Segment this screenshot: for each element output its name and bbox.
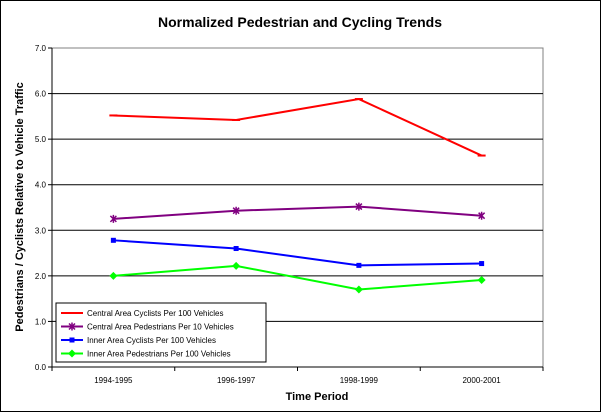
x-tick-label-0: 1994-1995 (94, 376, 133, 385)
series-3-point-1 (232, 261, 241, 270)
y-tick-label-6: 6.0 (35, 90, 47, 99)
series-2-point-3 (479, 261, 485, 267)
y-tick-label-5: 5.0 (35, 135, 47, 144)
y-tick-label-7: 7.0 (35, 44, 47, 53)
legend: Central Area Cyclists Per 100 Vehicles Ce… (55, 302, 267, 363)
series-1-point-2 (355, 202, 363, 211)
series-3-point-0 (109, 271, 118, 280)
series-line-3 (113, 264, 482, 291)
series-1-point-0 (109, 214, 117, 223)
legend-swatch-marker-2 (69, 337, 75, 343)
series-3-point-2 (354, 285, 363, 294)
legend-label-1: Central Area Pedestrians Per 10 Vehicles (87, 323, 234, 332)
series-line-2 (113, 239, 482, 267)
chart-title: Normalized Pedestrian and Cycling Trends (158, 14, 442, 30)
legend-box (55, 302, 267, 363)
x-tick-label-1: 1996-1997 (217, 376, 256, 385)
series-2-point-0 (110, 237, 116, 243)
x-tick-label-3: 2000-2001 (462, 376, 501, 385)
series-2-point-1 (233, 246, 239, 252)
y-tick-label-4: 4.0 (35, 181, 47, 190)
x-axis-label: Time Period (286, 391, 349, 403)
series-2-point-2 (356, 262, 362, 268)
legend-label-0: Central Area Cyclists Per 100 Vehicles (87, 309, 224, 318)
series-line-1 (113, 205, 482, 220)
y-tick-label-1: 1.0 (35, 317, 47, 326)
series-3-point-3 (477, 275, 486, 284)
y-axis-label: Pedestrians / Cyclists Relative to Vehic… (14, 82, 26, 331)
x-tick-label-2: 1998-1999 (340, 376, 379, 385)
legend-label-2: Inner Area Cyclists Per 100 Vehicles (87, 336, 216, 345)
y-tick-label-3: 3.0 (35, 226, 47, 235)
y-tick-label-2: 2.0 (35, 272, 47, 281)
legend-swatch-marker-3 (68, 349, 76, 358)
y-tick-label-0: 0.0 (35, 363, 47, 372)
legend-swatch-marker-1 (68, 322, 76, 331)
series-1-point-3 (478, 211, 486, 220)
legend-label-3: Inner Area Pedestrians Per 100 Vehicles (87, 350, 231, 359)
series-1-point-1 (232, 206, 240, 215)
series-line-0 (113, 98, 483, 157)
